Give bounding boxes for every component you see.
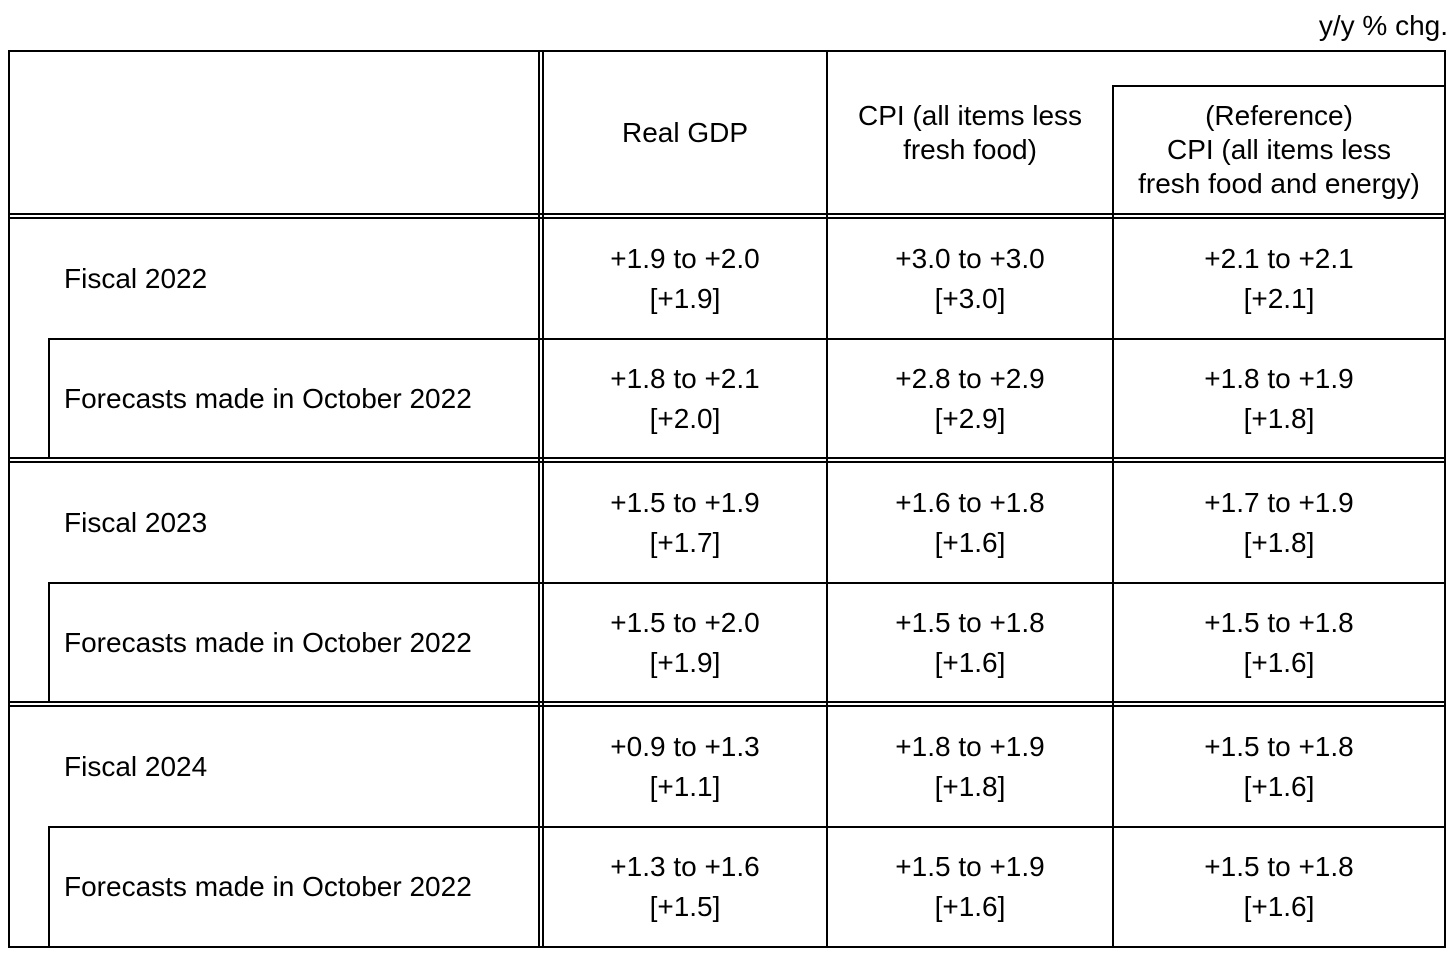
header-real-gdp: Real GDP [544,52,826,213]
header-reference-line3: fresh food and energy) [1138,168,1420,199]
median-value: [+1.6] [1243,891,1315,922]
median-value: [+1.6] [934,891,1006,922]
median-value: [+3.0] [934,282,1006,314]
row-label: Fiscal 2022 [64,262,208,294]
header-reference-cpi: (Reference) CPI (all items less fresh fo… [1114,87,1444,213]
range-value: +3.0 to +3.0 [895,242,1045,274]
header-real-gdp-label: Real GDP [621,116,749,148]
cell-gdp: +1.3 to +1.6 [+1.5] [544,828,826,946]
cell-gdp: +1.9 to +2.0 [+1.9] [544,219,826,338]
cell-cpi: +1.8 to +1.9 [+1.8] [828,707,1112,826]
range-value: +1.6 to +1.8 [895,486,1045,518]
range-value: +1.5 to +2.0 [610,606,760,638]
cell-gdp: +1.5 to +1.9 [+1.7] [544,463,826,582]
range-value: +0.9 to +1.3 [610,730,760,762]
range-value: +1.3 to +1.6 [610,851,760,882]
cell-reference-cpi: +1.8 to +1.9 [+1.8] [1114,340,1444,457]
row-label: Forecasts made in October 2022 [64,626,472,658]
gdp-col-divider [826,50,828,948]
indent-line-1 [48,338,50,459]
range-value: +2.8 to +2.9 [895,362,1045,394]
indent-line-2 [48,582,50,703]
range-value: +1.8 to +1.9 [1204,362,1354,394]
cell-gdp: +0.9 to +1.3 [+1.1] [544,707,826,826]
cell-reference-cpi: +1.5 to +1.8 [+1.6] [1114,584,1444,701]
cell-gdp: +1.8 to +2.1 [+2.0] [544,340,826,457]
median-value: [+2.9] [934,402,1006,434]
range-value: +1.7 to +1.9 [1204,486,1354,518]
row-label-forecasts: Forecasts made in October 2022 [64,340,534,457]
median-value: [+1.6] [934,526,1006,558]
row-label-forecasts: Forecasts made in October 2022 [64,584,534,701]
header-cpi: CPI (all items less fresh food) [828,85,1112,181]
group-divider-1 [8,457,1446,459]
table-border-right [1444,50,1446,948]
range-value: +1.5 to +1.8 [1204,851,1354,882]
cell-cpi: +3.0 to +3.0 [+3.0] [828,219,1112,338]
median-value: [+1.8] [1243,402,1315,434]
cell-cpi: +1.5 to +1.9 [+1.6] [828,828,1112,946]
cell-cpi: +2.8 to +2.9 [+2.9] [828,340,1112,457]
row-label-forecasts: Forecasts made in October 2022 [64,828,534,946]
cpi-col-divider [1112,85,1114,948]
median-value: [+2.0] [649,402,721,434]
label-col-divider-inner [542,50,544,948]
median-value: [+1.5] [649,891,721,922]
range-value: +1.9 to +2.0 [610,242,760,274]
range-value: +1.8 to +1.9 [895,730,1045,762]
header-reference-line2: CPI (all items less [1166,134,1392,165]
row-label-fiscal-2023: Fiscal 2023 [64,463,534,582]
median-value: [+1.1] [649,770,721,802]
row-label-fiscal-2024: Fiscal 2024 [64,707,534,826]
range-value: +1.5 to +1.8 [1204,606,1354,638]
median-value: [+1.6] [934,646,1006,678]
unit-note: y/y % chg. [1318,10,1448,41]
table-border-bottom [8,946,1446,948]
range-value: +2.1 to +2.1 [1204,242,1354,274]
median-value: [+1.9] [649,282,721,314]
group-divider-1-inner [8,461,1446,463]
median-value: [+1.6] [1243,646,1315,678]
label-col-divider [538,50,540,948]
range-value: +1.5 to +1.9 [895,851,1045,882]
cell-gdp: +1.5 to +2.0 [+1.9] [544,584,826,701]
header-cpi-line2: fresh food) [903,134,1037,165]
median-value: [+1.8] [1243,526,1315,558]
header-divider-inner [8,217,1446,219]
row-label-fiscal-2022: Fiscal 2022 [64,219,534,338]
group-divider-2 [8,701,1446,703]
cell-reference-cpi: +1.5 to +1.8 [+1.6] [1114,707,1444,826]
table-border-left [8,50,10,948]
header-reference-line1: (Reference) [1205,100,1353,131]
forecast-table: Real GDP CPI (all items less fresh food)… [8,50,1446,948]
row-divider-3 [48,826,1446,828]
range-value: +1.8 to +2.1 [610,362,760,394]
row-label: Fiscal 2023 [64,506,208,538]
cell-cpi: +1.6 to +1.8 [+1.6] [828,463,1112,582]
header-cpi-line1: CPI (all items less [857,100,1083,131]
indent-line-3 [48,826,50,948]
cell-cpi: +1.5 to +1.8 [+1.6] [828,584,1112,701]
row-label: Forecasts made in October 2022 [64,382,472,414]
row-label: Fiscal 2024 [64,750,208,782]
header-divider [8,213,1446,215]
group-divider-2-inner [8,705,1446,707]
table-border-top [8,50,1446,52]
median-value: [+1.6] [1243,770,1315,802]
row-divider-1 [48,338,1446,340]
median-value: [+1.7] [649,526,721,558]
range-value: +1.5 to +1.9 [610,486,760,518]
median-value: [+1.8] [934,770,1006,802]
median-value: [+2.1] [1243,282,1315,314]
cell-reference-cpi: +2.1 to +2.1 [+2.1] [1114,219,1444,338]
reference-header-top [1112,85,1446,87]
row-label: Forecasts made in October 2022 [64,871,472,902]
median-value: [+1.9] [649,646,721,678]
cell-reference-cpi: +1.5 to +1.8 [+1.6] [1114,828,1444,946]
range-value: +1.5 to +1.8 [895,606,1045,638]
range-value: +1.5 to +1.8 [1204,730,1354,762]
row-divider-2 [48,582,1446,584]
cell-reference-cpi: +1.7 to +1.9 [+1.8] [1114,463,1444,582]
